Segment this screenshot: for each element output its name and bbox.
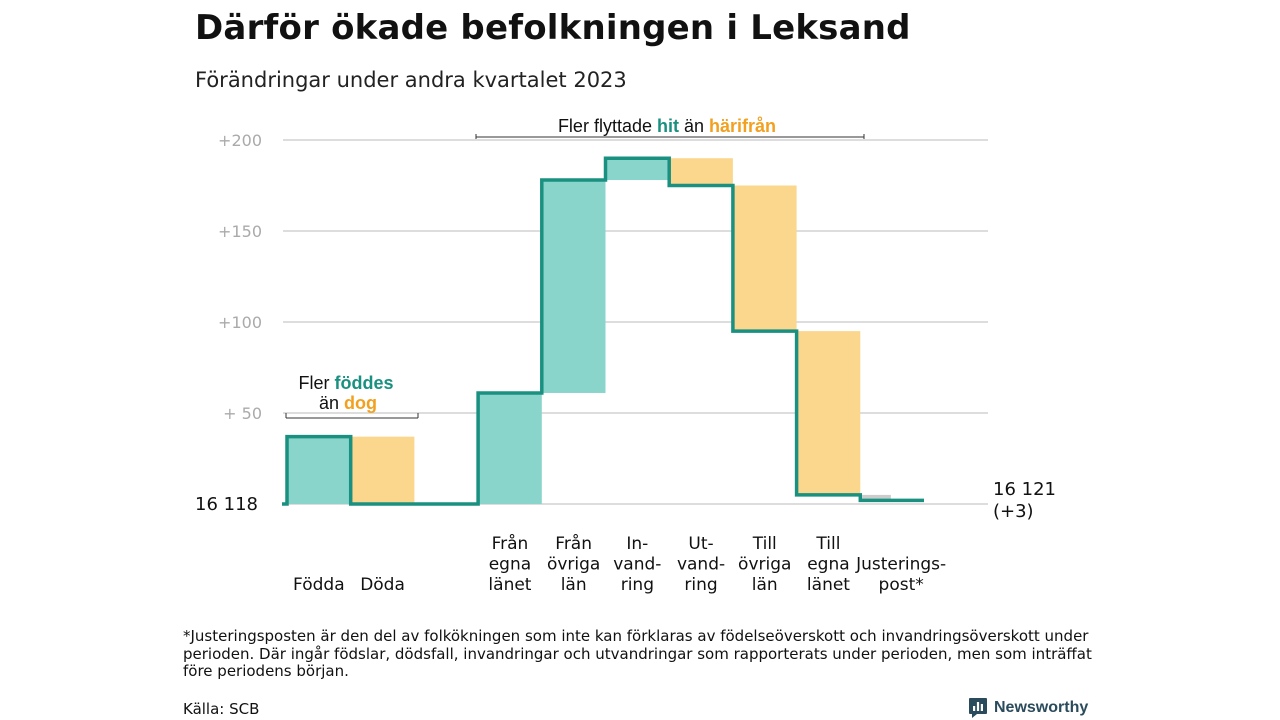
x-category-label-6-1: vand- xyxy=(677,555,725,575)
x-category-label-3-1: egna xyxy=(489,555,531,575)
end-value-label: 16 121 xyxy=(993,479,1056,500)
x-category-label-9-0: Justerings- xyxy=(855,555,946,575)
start-value-label: 16 118 xyxy=(195,494,258,515)
x-category-label-4-1: övriga xyxy=(547,555,600,575)
annotation-migration-line-1-part-3: härifrån xyxy=(709,116,776,136)
bar-step-6 xyxy=(669,158,733,186)
bar-step-7 xyxy=(732,185,797,332)
x-category-label-4-2: län xyxy=(561,575,587,595)
cumulative-step-line xyxy=(282,156,924,506)
x-category-label-7-2: län xyxy=(752,575,778,595)
brand-logo: Newsworthy xyxy=(968,697,1088,719)
annotation-births-bracket xyxy=(285,413,419,419)
x-category-label-8-1: egna xyxy=(807,555,849,575)
source-label: Källa: SCB xyxy=(183,700,260,718)
y-tick-label-150: +150 xyxy=(218,222,262,241)
x-category-label-6-2: ring xyxy=(684,575,717,595)
annotation-births-line-1-part-0: Fler xyxy=(298,373,334,393)
annotation-migration-line-1-part-0: Fler flyttade xyxy=(558,116,657,136)
x-category-label-3-2: länet xyxy=(488,575,531,595)
annotation-births-line-2-part-1: dog xyxy=(344,393,377,413)
brand-name: Newsworthy xyxy=(994,699,1089,716)
x-category-label-8-2: länet xyxy=(807,575,850,595)
bar-step-3 xyxy=(478,392,542,504)
x-category-label-7-1: övriga xyxy=(738,555,791,575)
x-category-label-1-0: Döda xyxy=(360,575,405,595)
chart-subtitle: Förändringar under andra kvartalet 2023 xyxy=(195,68,627,92)
newsworthy-logo-icon xyxy=(969,698,987,718)
annotation-births-line-1: Fler föddes xyxy=(298,373,393,393)
x-category-label-5-0: In- xyxy=(626,534,648,554)
bar-step-1 xyxy=(350,436,415,504)
annotation-migration-bracket xyxy=(475,134,865,139)
x-category-label-0-0: Födda xyxy=(293,575,345,595)
bar-step-5 xyxy=(605,158,670,181)
footnote: *Justeringsposten är den del av folkökni… xyxy=(183,627,1092,680)
chart-title: Därför ökade befolkningen i Leksand xyxy=(195,8,911,48)
x-category-label-5-1: vand- xyxy=(613,555,661,575)
x-category-label-7-0: Till xyxy=(752,534,777,554)
y-tick-label-50: + 50 xyxy=(223,404,262,423)
annotation-births-line-1-part-1: föddes xyxy=(334,373,393,393)
x-category-label-6-0: Ut- xyxy=(688,534,713,554)
x-category-label-3-0: Från xyxy=(492,533,529,554)
annotation-migration-line-1: Fler flyttade hit än härifrån xyxy=(558,116,776,136)
bar-step-0 xyxy=(287,436,351,504)
waterfall-chart: + 50 +100 +150 +200 16 118 16 121(+3) Födda Död… xyxy=(195,116,1056,595)
x-category-label-4-0: Från xyxy=(555,533,592,554)
annotation-migration-line-1-part-1: hit xyxy=(657,116,679,136)
y-tick-label-200: +200 xyxy=(218,131,262,150)
annotation-migration-line-1-part-2: än xyxy=(679,116,709,136)
bar-step-8 xyxy=(796,331,861,495)
bar-step-4 xyxy=(541,180,606,393)
end-change-label: (+3) xyxy=(993,501,1034,522)
annotation-births-line-2-part-0: än xyxy=(319,393,344,413)
annotation-births-line-2: än dog xyxy=(319,393,377,413)
x-category-label-9-1: post* xyxy=(879,575,924,595)
x-category-label-8-0: Till xyxy=(815,534,840,554)
y-tick-label-100: +100 xyxy=(218,313,262,332)
x-category-label-5-2: ring xyxy=(621,575,654,595)
bar-step-9 xyxy=(862,494,891,501)
